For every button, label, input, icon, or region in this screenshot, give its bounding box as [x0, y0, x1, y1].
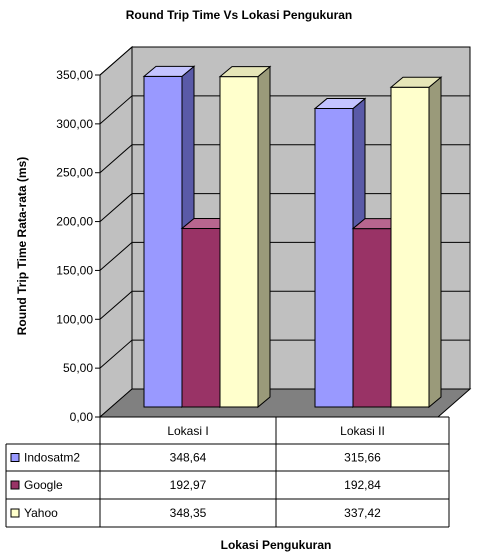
side-wall: [99, 45, 133, 419]
bar-top: [218, 66, 272, 78]
x-axis-label: Lokasi Pengukuran: [221, 538, 332, 552]
y-tick-label: 100,00: [56, 312, 93, 326]
bar-top: [142, 65, 196, 77]
data-label: 348,64: [170, 451, 207, 465]
y-tick-label: 150,00: [56, 263, 93, 277]
bar-front: [181, 227, 221, 408]
y-tick-label: 250,00: [56, 166, 93, 180]
legend-swatch: [10, 508, 20, 518]
bar-front: [314, 108, 354, 408]
y-tick-label: 200,00: [56, 215, 93, 229]
bar-front: [219, 76, 259, 408]
legend-label: Indosatm2: [24, 451, 80, 465]
y-tick-label: 300,00: [56, 117, 93, 131]
gridline: [99, 46, 470, 76]
gridline: [99, 95, 470, 125]
bar-side: [257, 65, 271, 409]
data-label: 315,66: [344, 451, 381, 465]
y-tick-label: 50,00: [63, 361, 93, 375]
x-category-label: Lokasi II: [340, 424, 385, 438]
legend-swatch: [10, 480, 20, 490]
bar-front: [143, 75, 183, 408]
legend-label: Yahoo: [24, 506, 58, 520]
chart-title: Round Trip Time Vs Lokasi Pengukuran: [126, 8, 353, 22]
bar-side: [428, 76, 442, 409]
data-label: 192,84: [344, 478, 381, 492]
data-table: Lokasi I Lokasi II Indosatm2 348,64 315,66 Go…: [5, 416, 450, 528]
data-label: 348,35: [170, 506, 207, 520]
y-tick-label: 350,00: [56, 68, 93, 82]
data-label: 192,97: [170, 478, 207, 492]
x-category-label: Lokasi I: [167, 424, 208, 438]
y-tick-label: 0,00: [70, 410, 94, 424]
legend-swatch: [10, 453, 20, 462]
bar-front: [352, 228, 392, 408]
legend-label: Google: [24, 478, 63, 492]
bar-top: [389, 76, 443, 88]
bar-top: [313, 98, 367, 110]
data-label: 337,42: [344, 506, 381, 520]
bar-front: [390, 86, 430, 408]
y-axis-label: Round Trip Time Rata-rata (ms): [15, 157, 29, 335]
